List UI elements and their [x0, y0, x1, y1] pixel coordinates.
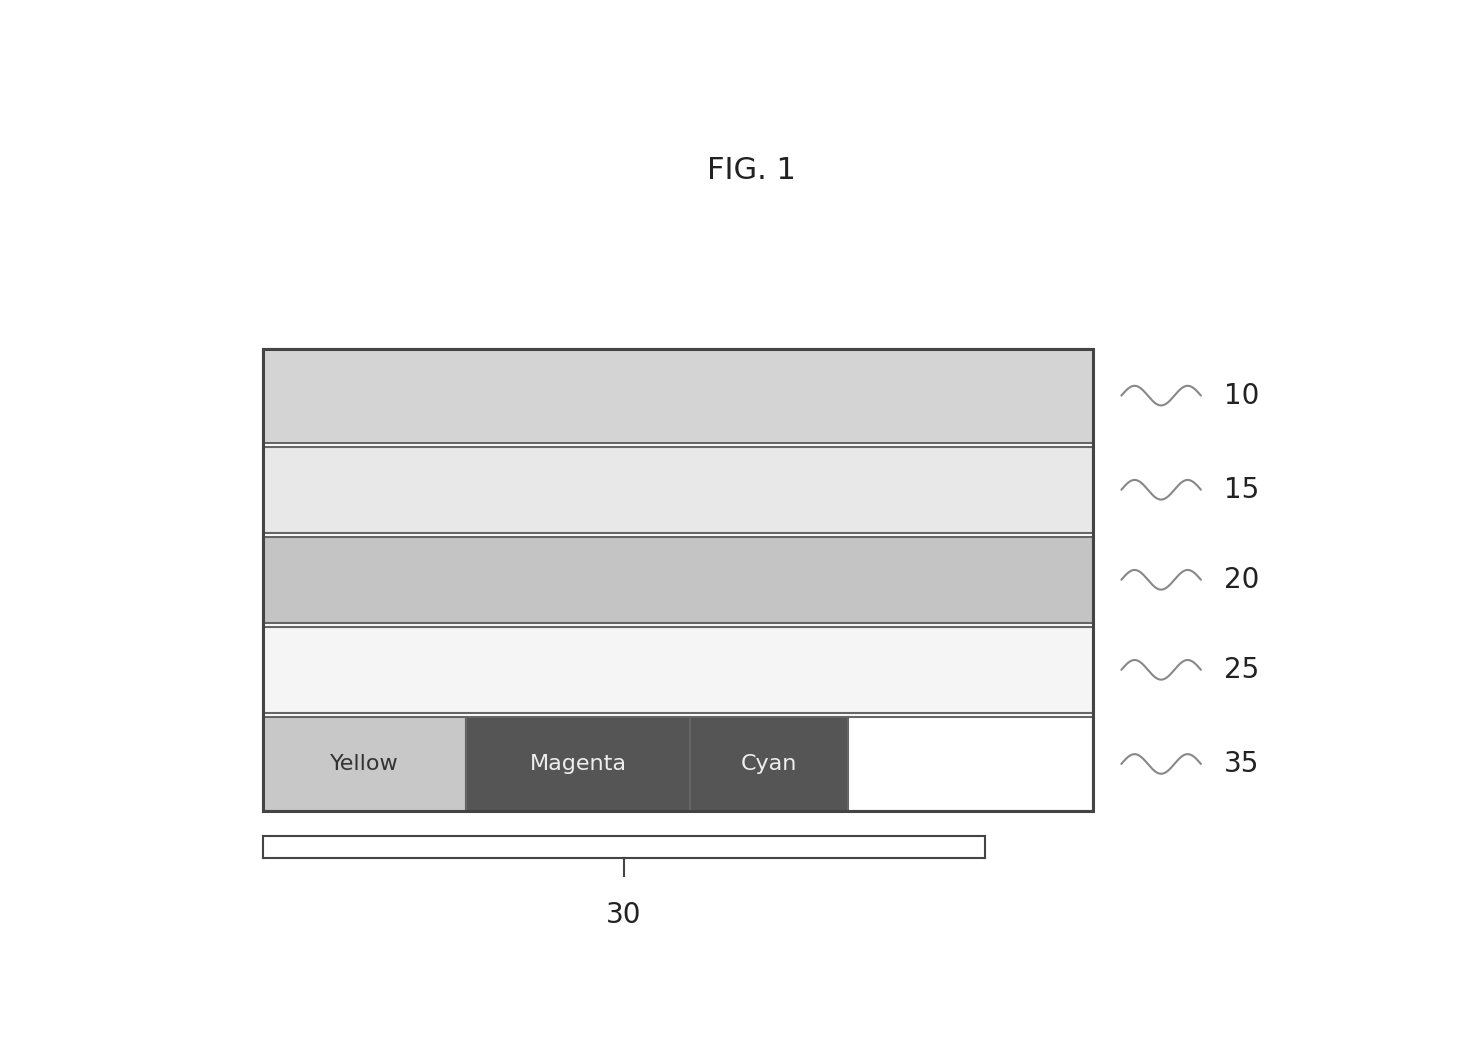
Text: 15: 15 — [1223, 476, 1259, 504]
Bar — [691, 716, 848, 811]
Text: 20: 20 — [1223, 566, 1259, 594]
Text: FIG. 1: FIG. 1 — [707, 156, 797, 185]
Text: Cyan: Cyan — [741, 754, 798, 774]
Text: Yellow: Yellow — [330, 754, 399, 774]
Text: 35: 35 — [1223, 750, 1259, 778]
Bar — [263, 627, 1093, 713]
Bar — [263, 537, 1093, 623]
Text: 10: 10 — [1223, 382, 1259, 409]
Text: 25: 25 — [1223, 656, 1259, 684]
Bar — [467, 716, 691, 811]
Bar — [848, 716, 1093, 811]
Bar — [263, 349, 1093, 442]
Bar — [263, 716, 467, 811]
Bar — [263, 446, 1093, 533]
Text: Magenta: Magenta — [530, 754, 626, 774]
Text: 30: 30 — [606, 901, 641, 929]
Bar — [263, 349, 1093, 811]
